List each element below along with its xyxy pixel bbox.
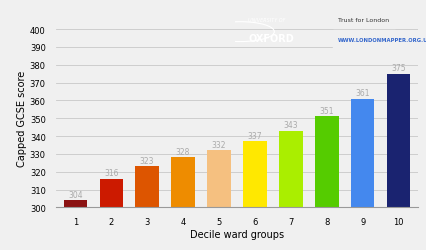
Text: 375: 375 (391, 64, 405, 73)
Text: 304: 304 (68, 190, 82, 199)
Text: 337: 337 (247, 132, 262, 140)
Text: WWW.LONDONMAPPER.ORG.UK: WWW.LONDONMAPPER.ORG.UK (337, 38, 426, 43)
Bar (386, 74, 409, 250)
Text: Trust for London: Trust for London (337, 18, 389, 23)
Bar (314, 117, 338, 250)
Text: 323: 323 (140, 156, 154, 165)
Bar (99, 179, 123, 250)
Text: OXFORD: OXFORD (248, 34, 293, 44)
X-axis label: Decile ward groups: Decile ward groups (190, 229, 283, 239)
Text: 328: 328 (176, 148, 190, 156)
Bar (207, 151, 230, 250)
Bar (63, 200, 87, 250)
Text: 332: 332 (211, 140, 226, 149)
Text: UNIVERSITY OF: UNIVERSITY OF (248, 18, 285, 23)
Text: 351: 351 (319, 106, 333, 116)
Text: 343: 343 (283, 121, 297, 130)
Bar (279, 131, 302, 250)
Bar (350, 99, 374, 250)
Text: 361: 361 (355, 89, 369, 98)
Bar (243, 142, 266, 250)
Y-axis label: Capped GCSE score: Capped GCSE score (17, 71, 27, 167)
Text: 316: 316 (104, 169, 118, 178)
Bar (135, 167, 158, 250)
Bar (171, 158, 194, 250)
